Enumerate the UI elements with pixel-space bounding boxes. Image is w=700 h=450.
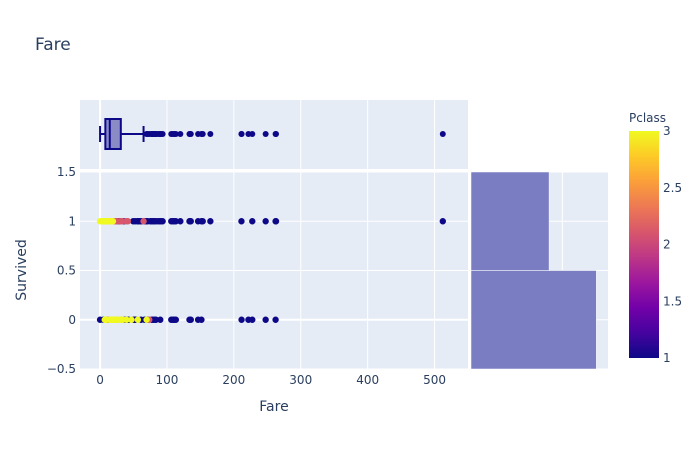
- x-tick-label: 100: [156, 373, 179, 387]
- scatter-point: [238, 218, 245, 225]
- histogram-bar: [470, 270, 597, 370]
- colorbar-tick-label: 1.5: [663, 294, 682, 308]
- scatter-point: [140, 218, 147, 225]
- x-tick-label: 400: [356, 373, 379, 387]
- box-outlier-point: [262, 131, 269, 137]
- y-axis-ticks: −0.5 0 0.5 1 1.5: [47, 165, 76, 376]
- box-outlier-point: [187, 131, 194, 137]
- histogram-bar: [470, 171, 550, 271]
- x-tick-label: 200: [222, 373, 245, 387]
- x-axis-ticks: 0 100 200 300 400 500: [96, 373, 446, 387]
- y-axis-title: Survived: [14, 239, 30, 300]
- box-iqr: [104, 118, 122, 150]
- scatter-point: [238, 316, 245, 323]
- x-tick-label: 0: [96, 373, 104, 387]
- scatter-point: [272, 316, 279, 323]
- box-outlier-point: [207, 131, 214, 137]
- y-tick-label: 1: [68, 214, 76, 228]
- scatter-point: [123, 316, 130, 323]
- x-tick-label: 300: [289, 373, 312, 387]
- scatter-point: [172, 218, 180, 225]
- x-tick-label: 500: [423, 373, 446, 387]
- colorbar-tick-label: 2: [663, 238, 671, 252]
- scatter-point: [249, 316, 256, 323]
- colorbar-tick-label: 2.5: [663, 181, 682, 195]
- scatter-point: [143, 316, 150, 323]
- colorbar-title: Pclass: [629, 111, 666, 125]
- scatter-points: [96, 218, 447, 323]
- colorbar: [629, 131, 659, 358]
- scatter-point: [172, 316, 180, 323]
- box-outlier-point: [273, 131, 280, 137]
- y-histogram: [470, 171, 597, 370]
- scatter-point: [177, 218, 184, 225]
- colorbar-tick-label: 1: [663, 351, 671, 365]
- box-outlier-point: [199, 131, 206, 137]
- y-tick-label: 1.5: [57, 165, 76, 179]
- box-outlier-point: [238, 131, 245, 137]
- scatter-point: [128, 316, 135, 323]
- box-outlier-point: [172, 131, 179, 137]
- scatter-point: [187, 316, 195, 323]
- scatter-point: [439, 218, 447, 225]
- scatter-point: [198, 316, 205, 323]
- x-axis-title: Fare: [259, 399, 288, 415]
- box-outlier-point: [159, 131, 166, 137]
- box-outlier-point: [249, 131, 256, 137]
- scatter-point: [109, 218, 117, 225]
- box-outlier-point: [177, 131, 184, 137]
- scatter-point: [100, 218, 107, 225]
- y-tick-label: −0.5: [47, 362, 76, 376]
- y-tick-label: 0.5: [57, 264, 76, 278]
- scatter-point: [272, 218, 280, 225]
- box-outlier-point: [439, 131, 446, 137]
- scatter-point: [199, 218, 206, 225]
- scatter-point: [187, 218, 195, 225]
- x-boxplot: [99, 118, 446, 150]
- scatter-point: [249, 218, 256, 225]
- scatter-point: [262, 316, 269, 323]
- scatter-point: [124, 218, 132, 225]
- scatter-point: [207, 218, 214, 225]
- y-tick-label: 0: [68, 313, 76, 327]
- colorbar-tick-label: 3: [663, 124, 671, 138]
- colorbar-ticks: 1 1.5 2 2.5 3: [663, 124, 682, 365]
- chart-title: Fare: [35, 35, 71, 55]
- scatter-point: [159, 218, 166, 225]
- scatter-point: [262, 218, 269, 225]
- scatter-point: [157, 316, 164, 323]
- scatter-point: [134, 316, 142, 323]
